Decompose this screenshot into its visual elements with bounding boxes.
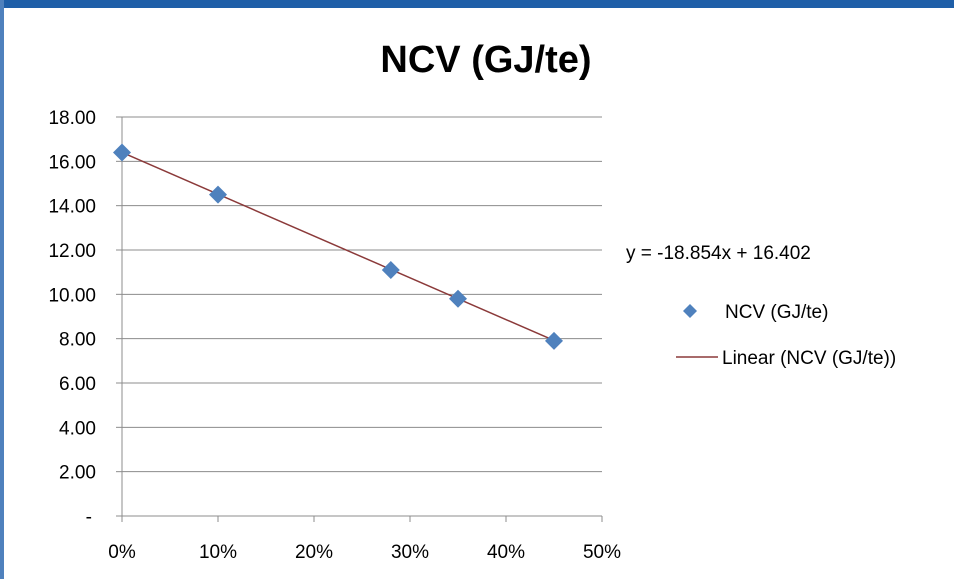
y-tick-label: 2.00 — [59, 463, 96, 484]
top-banner-strip — [0, 0, 954, 8]
data-point-diamond — [113, 143, 131, 162]
legend-label-trendline: Linear (NCV (GJ/te)) — [722, 348, 896, 369]
data-point-diamond — [545, 331, 563, 350]
x-tick-labels: 0% 10% 20% 30% 40% 50% — [108, 542, 621, 563]
data-point-diamond — [381, 260, 400, 279]
y-tick-label: 18.00 — [48, 108, 96, 129]
gridlines — [122, 116, 602, 473]
y-tick-label: 4.00 — [59, 418, 96, 439]
chart-title: NCV (GJ/te) — [380, 39, 591, 81]
y-tick-label: - — [86, 507, 92, 528]
data-point-diamond — [449, 289, 467, 308]
y-tick-label: 12.00 — [48, 241, 96, 262]
legend: NCV (GJ/te) Linear (NCV (GJ/te)) — [676, 302, 896, 369]
x-tick-label: 20% — [295, 542, 333, 563]
legend-marker-diamond — [683, 304, 697, 318]
y-tick-label: 14.00 — [48, 197, 96, 218]
trendline-equation: y = -18.854x + 16.402 — [626, 243, 811, 264]
trendline-layer — [121, 151, 555, 342]
x-tick-label: 30% — [391, 542, 429, 563]
legend-label-series: NCV (GJ/te) — [725, 302, 828, 323]
y-tick-label: 10.00 — [48, 285, 96, 306]
y-tick-label: 8.00 — [59, 330, 96, 351]
data-point-diamond — [209, 185, 227, 204]
left-frame-border — [0, 0, 4, 579]
y-tick-label: 6.00 — [59, 374, 96, 395]
trendline — [121, 151, 555, 342]
axes — [116, 116, 603, 522]
y-tick-labels: - 2.00 4.00 6.00 8.00 10.00 12.00 14.00 16.00 18.… — [48, 108, 96, 528]
x-tick-label: 10% — [199, 542, 237, 563]
x-tick-label: 0% — [108, 542, 136, 563]
data-points — [113, 143, 563, 350]
x-tick-label: 50% — [583, 542, 621, 563]
y-tick-label: 16.00 — [48, 152, 96, 173]
x-tick-label: 40% — [487, 542, 525, 563]
